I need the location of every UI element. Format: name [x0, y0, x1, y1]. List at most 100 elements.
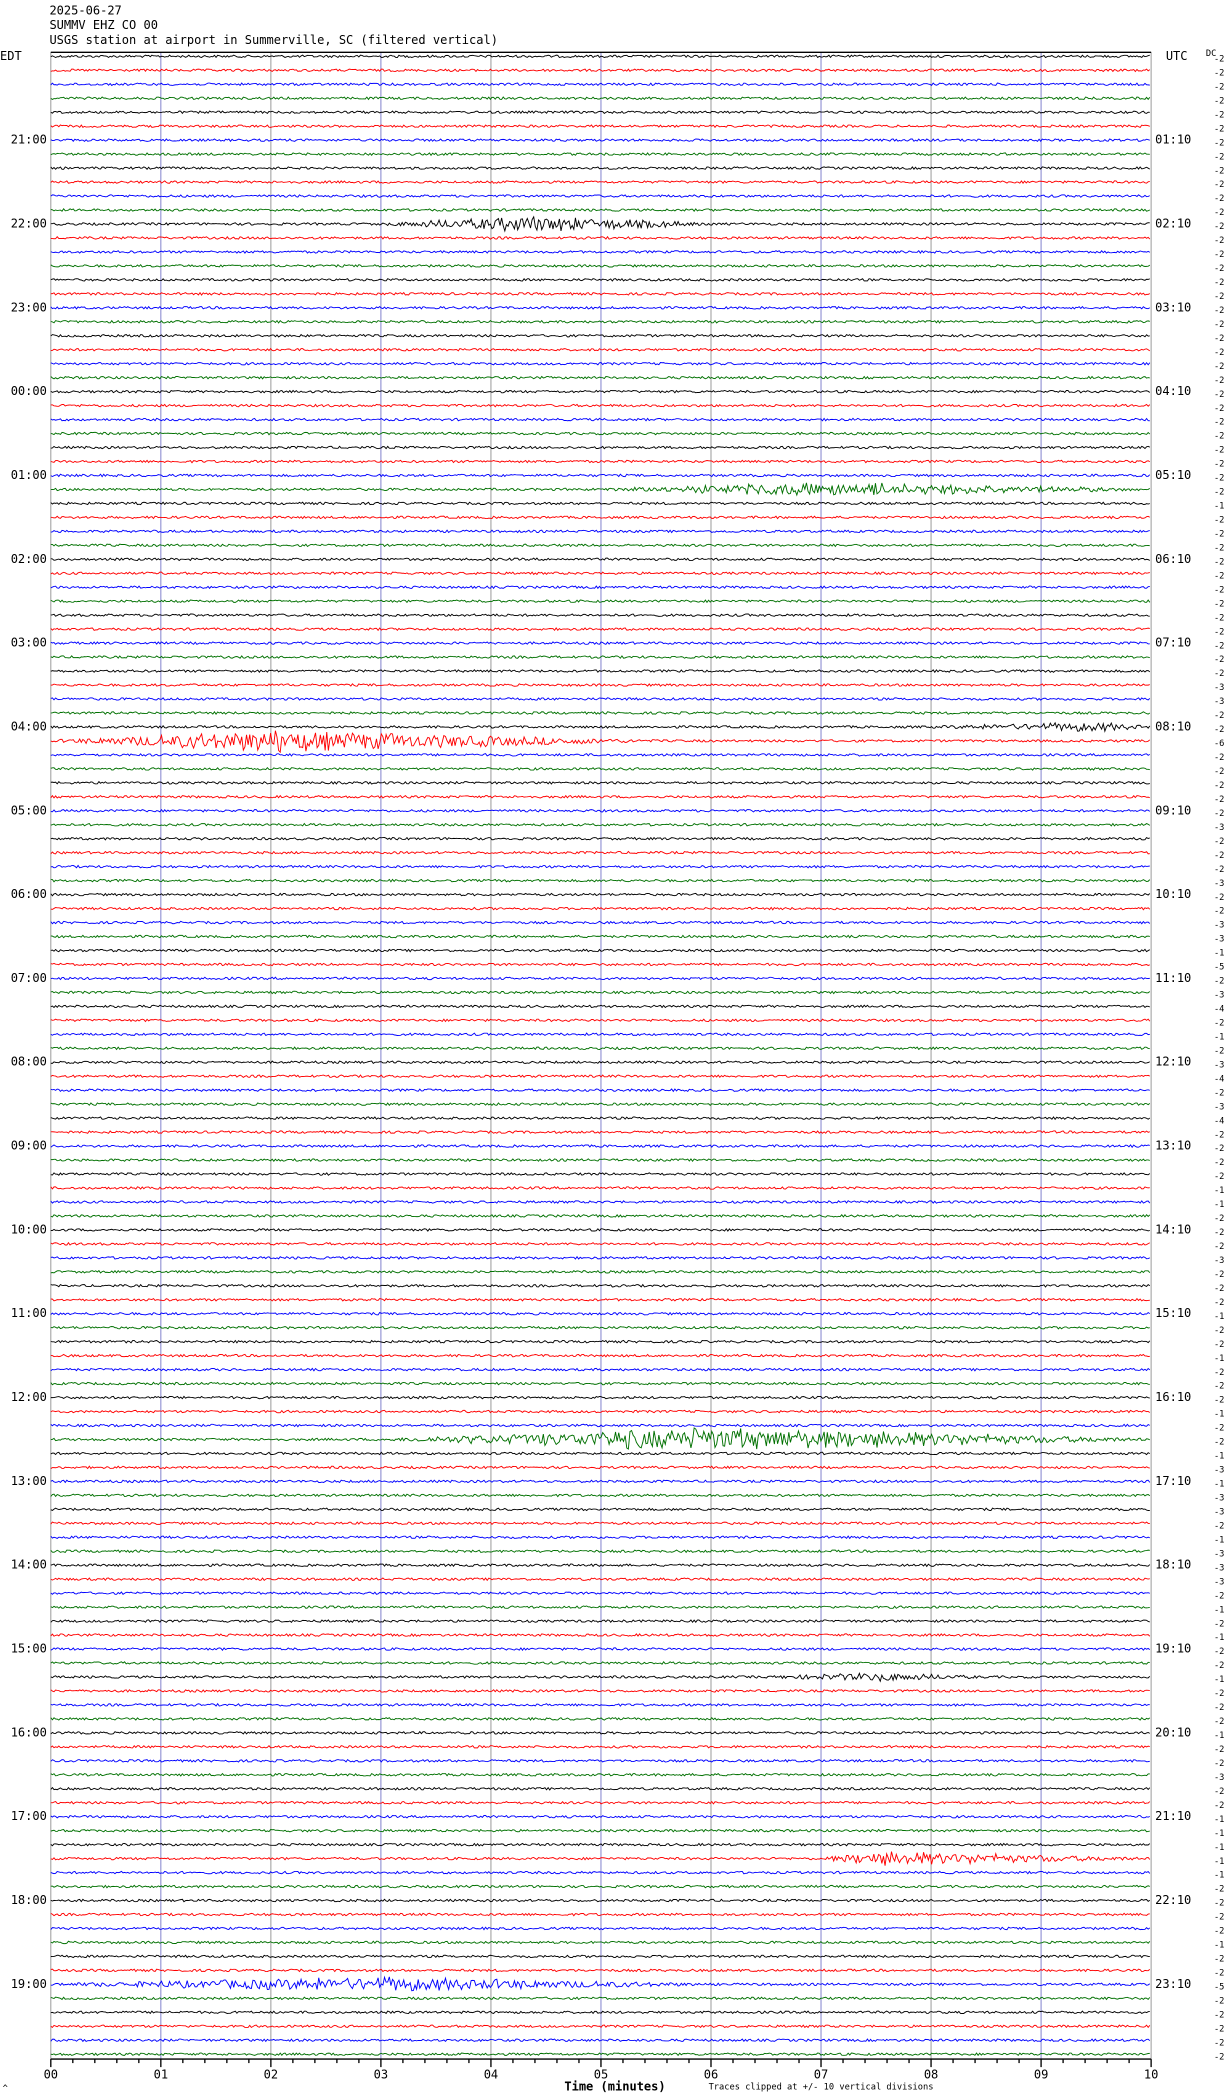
- dc-offset: -2: [1214, 1647, 1224, 1657]
- utc-label: 06:10: [1155, 552, 1191, 566]
- dc-offset: -2: [1214, 1088, 1224, 1098]
- utc-label: 02:10: [1155, 216, 1191, 230]
- dc-offset: -4: [1214, 1005, 1224, 1015]
- utc-label: 21:10: [1155, 1809, 1191, 1823]
- edt-label: 03:00: [11, 636, 47, 650]
- trace: [50, 1851, 1151, 1866]
- dc-offset: -3: [1214, 1773, 1224, 1783]
- trace: [50, 1423, 1150, 1428]
- edt-label: 11:00: [11, 1306, 47, 1320]
- edt-label: 13:00: [11, 1474, 47, 1488]
- trace: [50, 1828, 1150, 1833]
- trace: [50, 613, 1150, 618]
- utc-label: 04:10: [1155, 384, 1191, 398]
- trace: [50, 2010, 1150, 2015]
- trace: [50, 571, 1150, 576]
- dc-offset: -2: [1214, 82, 1224, 92]
- utc-label: 10:10: [1155, 887, 1191, 901]
- dc-offset: -2: [1214, 977, 1224, 987]
- trace: [50, 347, 1151, 352]
- trace: [50, 1479, 1151, 1484]
- dc-offset: -2: [1214, 516, 1224, 526]
- trace: [50, 543, 1150, 548]
- dc-offset: -2: [1214, 767, 1224, 777]
- dc-offset: -2: [1214, 893, 1224, 903]
- x-tick-label: 08: [924, 2068, 938, 2082]
- dc-offset: -4: [1214, 1116, 1224, 1126]
- edt-label: 08:00: [11, 1055, 47, 1069]
- utc-label: 03:10: [1155, 300, 1191, 314]
- trace: [50, 1144, 1150, 1149]
- trace: [50, 934, 1150, 939]
- dc-offset: -2: [1214, 152, 1224, 162]
- trace: [50, 263, 1151, 268]
- trace: [50, 794, 1150, 799]
- utc-label: 15:10: [1155, 1306, 1191, 1320]
- trace: [50, 1381, 1150, 1386]
- x-tick-label: 07: [814, 2068, 828, 2082]
- trace: [50, 627, 1150, 632]
- dc-offset: -2: [1214, 1885, 1224, 1895]
- dc-offset: -1: [1214, 1843, 1224, 1853]
- dc-offset: -2: [1214, 1438, 1224, 1448]
- dc-offset: -3: [1214, 1563, 1224, 1573]
- trace: [50, 1591, 1150, 1596]
- trace: [50, 766, 1150, 771]
- edt-label: 04:00: [11, 719, 47, 733]
- trace: [50, 152, 1150, 157]
- dc-offset: -3: [1214, 683, 1224, 693]
- dc-offset: -2: [1214, 320, 1224, 330]
- trace: [50, 124, 1150, 129]
- dc-offset: -6: [1214, 739, 1224, 749]
- dc-offset: -3: [1214, 991, 1224, 1001]
- dc-offset: -2: [1214, 585, 1224, 595]
- dc-offset: -3: [1214, 697, 1224, 707]
- dc-offset: -1: [1214, 1452, 1224, 1462]
- dc-offset: -2: [1214, 781, 1224, 791]
- trace: [50, 1227, 1150, 1232]
- trace: [50, 1702, 1150, 1707]
- trace: [50, 473, 1151, 478]
- trace: [50, 906, 1151, 911]
- utc-label: 19:10: [1155, 1642, 1191, 1656]
- dc-offset: -3: [1214, 879, 1224, 889]
- trace: [50, 1800, 1151, 1805]
- trace: [50, 1661, 1150, 1665]
- dc-offset: -3: [1214, 1507, 1224, 1517]
- dc-offset: -2: [1214, 264, 1224, 274]
- trace: [50, 780, 1150, 785]
- dc-offset: -2: [1214, 362, 1224, 372]
- trace: [50, 1493, 1151, 1498]
- dc-offset: -1: [1214, 502, 1224, 512]
- trace: [50, 431, 1151, 436]
- trace: [50, 2038, 1151, 2043]
- trace: [50, 1172, 1151, 1176]
- edt-label: 12:00: [11, 1390, 47, 1404]
- utc-label: 08:10: [1155, 719, 1191, 733]
- trace: [50, 557, 1150, 562]
- dc-offset: -2: [1214, 404, 1224, 414]
- trace: [50, 1269, 1151, 1274]
- dc-offset: -2: [1214, 68, 1224, 78]
- trace: [50, 1353, 1150, 1358]
- dc-offset: -1: [1214, 1815, 1224, 1825]
- dc-offset: -2: [1214, 446, 1224, 456]
- x-tick-label: 04: [484, 2068, 498, 2082]
- trace: [50, 1409, 1151, 1414]
- dc-offset: -2: [1214, 1144, 1224, 1154]
- x-tick-label: 09: [1034, 2068, 1048, 2082]
- trace: [50, 850, 1150, 855]
- trace: [50, 808, 1151, 813]
- dc-offset: -1: [1214, 1829, 1224, 1839]
- dc-offset: -2: [1214, 488, 1224, 498]
- dc-offset: -2: [1214, 376, 1224, 386]
- trace: [50, 1912, 1150, 1917]
- dc-offset: -3: [1214, 823, 1224, 833]
- trace: [50, 1842, 1151, 1847]
- edt-label: 06:00: [11, 887, 47, 901]
- dc-offset: -2: [1214, 1019, 1224, 1029]
- dc-offset: -2: [1214, 1955, 1224, 1965]
- trace: [50, 235, 1151, 240]
- dc-offset: -1: [1214, 1312, 1224, 1322]
- dc-offset: -4: [1214, 1074, 1224, 1084]
